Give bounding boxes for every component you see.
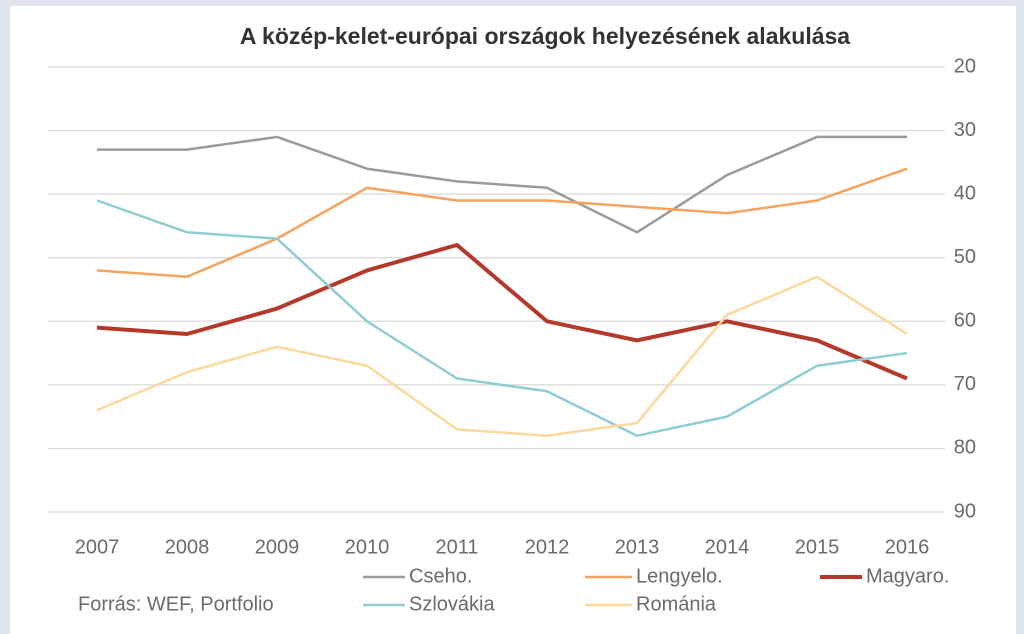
x-tick-label: 2007	[75, 536, 120, 558]
legend-label: Cseho.	[409, 565, 472, 587]
y-tick-label: 20	[954, 55, 976, 77]
y-tick-label: 30	[954, 119, 976, 141]
x-tick-label: 2016	[885, 536, 930, 558]
y-tick-label: 50	[954, 246, 976, 268]
source: Forrás: WEF, Portfolio	[78, 593, 274, 615]
y-tick-label: 70	[954, 373, 976, 395]
y-tick-label: 90	[954, 500, 976, 522]
x-tick-label: 2015	[795, 536, 840, 558]
x-tick-label: 2009	[255, 536, 300, 558]
x-tick-label: 2013	[615, 536, 660, 558]
legend-label: Szlovákia	[409, 593, 495, 615]
legend-label: Lengyelo.	[636, 565, 723, 587]
x-tick-label: 2011	[435, 536, 478, 558]
y-tick-label: 60	[954, 310, 976, 332]
series-line	[96, 275, 908, 437]
x-tick-label: 2008	[165, 536, 210, 558]
chart-title: A közép-kelet-európai országok helyezésé…	[240, 23, 850, 49]
x-tick-label: 2010	[345, 536, 390, 558]
series-line	[96, 199, 908, 437]
x-tick-label: 2012	[525, 536, 570, 558]
y-tick-label: 80	[954, 437, 976, 459]
panel	[10, 6, 1016, 634]
series-line	[96, 167, 908, 279]
series-line	[97, 135, 907, 234]
series-line	[96, 243, 908, 381]
y-tick-label: 40	[954, 182, 976, 204]
x-tick-label: 2014	[705, 536, 750, 558]
legend-label: Románia	[636, 593, 717, 615]
legend-label: Magyaro.	[866, 565, 949, 587]
